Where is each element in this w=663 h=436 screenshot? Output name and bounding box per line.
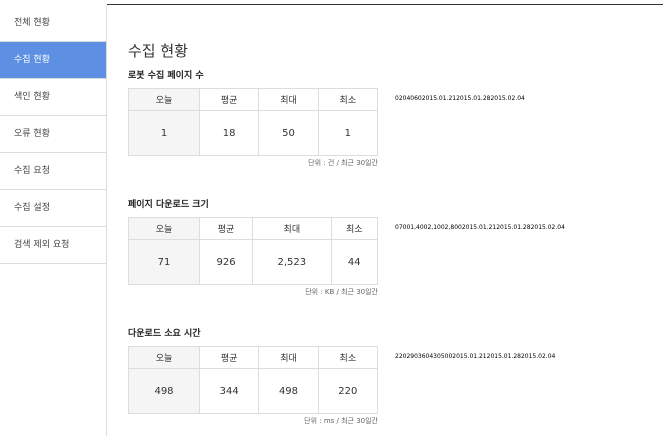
today-value: 71 xyxy=(128,239,200,285)
value-row: 1 18 50 1 xyxy=(128,110,379,156)
sidebar-item[interactable]: 오류 현황 xyxy=(0,116,106,153)
unit-note: 단위 : ms / 최근 30일간 xyxy=(304,417,378,425)
stats-table: 오늘 평균 최대 최소 498 344 498 220 xyxy=(128,346,379,414)
section-title: 다운로드 소요 시간 xyxy=(128,329,201,339)
y-tick-label: 700 xyxy=(398,224,411,231)
stats-table: 오늘 평균 최대 최소 1 18 50 1 xyxy=(128,88,379,156)
x-tick-label: 2015.01.21 xyxy=(461,224,497,231)
column-label: 최대 xyxy=(258,346,319,369)
y-tick-label: 20 xyxy=(398,95,407,102)
column-label: 평균 xyxy=(198,217,254,240)
column-value: 1 xyxy=(317,110,379,156)
x-tick-label: 2015.02.04 xyxy=(520,353,556,360)
y-tick-label: 500 xyxy=(440,353,453,360)
y-tick-label: 2,100 xyxy=(427,224,445,231)
y-tick-label: 0 xyxy=(395,95,399,102)
column-value: 498 xyxy=(258,368,319,414)
y-tick-label: 290 xyxy=(406,353,418,360)
column-value: 2,523 xyxy=(252,239,332,285)
header-row: 오늘 평균 최대 최소 xyxy=(128,88,379,111)
x-tick-label: 2015.01.28 xyxy=(486,353,521,360)
top-border xyxy=(107,4,663,5)
column-value: 220 xyxy=(317,368,379,414)
x-tick-label: 2015.01.21 xyxy=(452,353,487,360)
x-tick-label: 2015.02.04 xyxy=(530,224,565,231)
y-tick-label: 0 xyxy=(395,224,399,231)
column-label: 최소 xyxy=(317,88,379,111)
sidebar-item[interactable]: 수집 요청 xyxy=(0,153,106,190)
y-tick-label: 220 xyxy=(395,353,407,360)
section-title: 페이지 다운로드 크기 xyxy=(128,200,209,210)
today-value: 1 xyxy=(128,110,200,156)
sidebar-item[interactable]: 전체 현황 xyxy=(0,5,106,42)
column-value: 50 xyxy=(258,110,319,156)
column-label: 최대 xyxy=(258,88,319,111)
value-row: 71 926 2,523 44 xyxy=(128,239,379,285)
y-tick-label: 1,400 xyxy=(410,224,428,231)
column-value: 44 xyxy=(330,239,379,285)
sidebar-item[interactable]: 수집 현황 xyxy=(0,42,106,79)
sidebar-item[interactable]: 색인 현황 xyxy=(0,79,106,116)
line-chart: 07001,4002,1002,8002015.01.212015.01.282… xyxy=(395,214,565,233)
y-tick-label: 40 xyxy=(406,95,415,102)
sidebar-item[interactable]: 검색 제외 요청 xyxy=(0,227,106,264)
value-row: 498 344 498 220 xyxy=(128,368,379,414)
x-tick-label: 2015.01.28 xyxy=(456,95,491,102)
today-label: 오늘 xyxy=(128,217,200,240)
column-label: 평균 xyxy=(198,346,260,369)
today-label: 오늘 xyxy=(128,88,200,111)
sidebar-item[interactable]: 수집 설정 xyxy=(0,190,106,227)
header-row: 오늘 평균 최대 최소 xyxy=(128,346,379,369)
column-label: 평균 xyxy=(198,88,260,111)
column-label: 최소 xyxy=(330,217,379,240)
unit-note: 단위 : KB / 최근 30일간 xyxy=(305,288,378,296)
y-tick-label: 2,800 xyxy=(444,224,462,231)
column-value: 18 xyxy=(198,110,260,156)
section-title: 로봇 수집 페이지 수 xyxy=(128,71,204,81)
header-row: 오늘 평균 최대 최소 xyxy=(128,217,379,240)
x-tick-label: 2015.01.28 xyxy=(496,224,531,231)
today-value: 498 xyxy=(128,368,200,414)
y-tick-label: 360 xyxy=(417,353,430,360)
stats-table: 오늘 평균 최대 최소 71 926 2,523 44 xyxy=(128,217,379,285)
column-label: 최대 xyxy=(252,217,332,240)
x-tick-label: 2015.01.21 xyxy=(421,95,457,102)
y-tick-label: 430 xyxy=(429,353,441,360)
column-value: 926 xyxy=(198,239,254,285)
x-tick-label: 2015.02.04 xyxy=(490,95,525,102)
line-chart: 2202903604305002015.01.212015.01.282015.… xyxy=(395,343,555,362)
column-label: 최소 xyxy=(317,346,379,369)
page-title: 수집 현황 xyxy=(128,42,188,60)
sidebar: 전체 현황 수집 현황 색인 현황 오류 현황 수집 요청 수집 설정 검색 제외 요청 xyxy=(0,5,107,436)
today-label: 오늘 xyxy=(128,346,200,369)
column-value: 344 xyxy=(198,368,260,414)
unit-note: 단위 : 건 / 최근 30일간 xyxy=(308,159,378,167)
y-tick-label: 60 xyxy=(414,95,422,102)
line-chart: 02040602015.01.212015.01.282015.02.04 xyxy=(395,85,525,104)
